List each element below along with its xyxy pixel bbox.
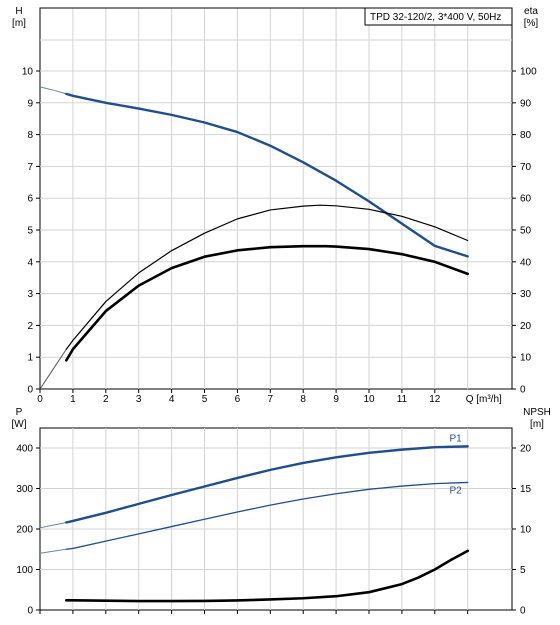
x-axis-tick-label: 8 [300,394,306,405]
right-axis-tick-label: 100 [520,67,537,78]
left-axis-tick-label: 400 [16,444,33,455]
right-axis-unit: [%] [524,18,539,29]
left-axis-tick-label: 10 [22,67,34,78]
right-axis-tick-label: 10 [520,353,532,364]
right-axis-tick-label: 70 [520,162,532,173]
right-axis-tick-label: 5 [520,565,526,576]
left-axis-tick-label: 1 [27,353,33,364]
x-axis-title: Q [m³/h] [466,394,502,405]
right-axis-tick-label: 40 [520,257,532,268]
left-axis-tick-label: 0 [27,385,33,396]
series-extrapolated-P1 [39,522,67,529]
right-axis-title: NPSH [523,407,551,418]
series-extrapolated-P2 [39,548,67,554]
left-axis-tick-label: 9 [27,98,33,109]
x-axis-tick-label: 5 [202,394,208,405]
series-label-P2: P2 [449,485,462,496]
series-label-P1: P1 [449,433,462,444]
series-line-eta-thin [65,204,469,350]
left-axis-title: H [15,6,22,17]
left-axis-tick-label: 3 [27,289,33,300]
x-axis-tick-label: 0 [37,394,43,405]
right-axis-tick-label: 10 [520,525,532,536]
right-axis-tick-label: 30 [520,289,532,300]
legend-box [364,7,513,26]
series-extrapolated-eta-thin [39,348,67,390]
right-axis-tick-label: 60 [520,194,532,205]
left-axis-tick-label: 300 [16,484,33,495]
series-line-P2 [65,481,469,550]
x-axis-tick-label: 9 [333,394,339,405]
right-axis-tick-label: 20 [520,321,532,332]
x-axis-tick-label: 11 [397,394,408,405]
left-axis-tick-label: 8 [27,130,33,141]
right-axis-unit: [m] [530,419,544,430]
left-axis-tick-label: 2 [27,321,33,332]
series-line-eta [65,244,470,362]
left-axis-unit: [m] [12,18,26,29]
right-axis-tick-label: 90 [520,98,532,109]
left-axis-tick-label: 200 [16,525,33,536]
right-axis-tick-label: 0 [520,606,526,617]
left-axis-tick-label: 0 [27,606,33,617]
x-axis-tick-label: 7 [268,394,274,405]
left-axis-tick-label: 5 [27,226,33,237]
x-axis-tick-label: 12 [429,394,441,405]
left-axis-tick-label: 7 [27,162,33,173]
plot-frame-bottom [39,427,513,611]
right-axis-tick-label: 80 [520,130,532,141]
x-axis-tick-label: 1 [70,394,76,405]
left-axis-unit: [W] [12,419,27,430]
legend-text: TPD 32-120/2, 3*400 V, 50Hz [370,12,501,23]
x-axis-tick-label: 2 [103,394,109,405]
series-line-NPSH [65,549,470,603]
right-axis-tick-label: 15 [520,484,532,495]
right-axis-tick-label: 20 [520,444,532,455]
series-extrapolated-H [39,86,67,95]
left-axis-tick-label: 6 [27,194,33,205]
series-line-P1 [65,445,469,524]
x-axis-tick-label: 4 [169,394,175,405]
x-axis-tick-label: 3 [136,394,142,405]
x-axis-tick-label: 10 [363,394,375,405]
left-axis-title: P [16,407,23,418]
right-axis-title: eta [524,6,538,17]
left-axis-tick-label: 4 [27,257,33,268]
left-axis-tick-label: 100 [16,565,33,576]
right-axis-tick-label: 0 [520,385,526,396]
x-axis-tick-label: 6 [235,394,241,405]
right-axis-tick-label: 50 [520,226,532,237]
series-line-H [65,92,469,258]
